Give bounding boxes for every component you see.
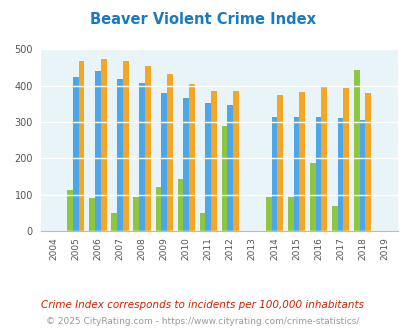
- Bar: [309, 163, 315, 231]
- Bar: [95, 71, 100, 231]
- Bar: [73, 77, 79, 231]
- Bar: [315, 117, 321, 231]
- Bar: [293, 117, 298, 231]
- Bar: [117, 79, 123, 231]
- Bar: [221, 126, 227, 231]
- Bar: [199, 213, 205, 231]
- Bar: [232, 90, 238, 231]
- Bar: [123, 61, 128, 231]
- Bar: [79, 61, 84, 231]
- Bar: [331, 206, 337, 231]
- Bar: [205, 103, 211, 231]
- Text: © 2025 CityRating.com - https://www.cityrating.com/crime-statistics/: © 2025 CityRating.com - https://www.city…: [46, 317, 359, 326]
- Bar: [67, 190, 73, 231]
- Bar: [166, 74, 172, 231]
- Bar: [177, 179, 183, 231]
- Bar: [227, 105, 232, 231]
- Bar: [337, 118, 343, 231]
- Bar: [343, 88, 348, 231]
- Bar: [89, 198, 95, 231]
- Bar: [189, 83, 194, 231]
- Bar: [265, 197, 271, 231]
- Bar: [211, 90, 216, 231]
- Bar: [183, 98, 189, 231]
- Bar: [139, 83, 145, 231]
- Bar: [111, 213, 117, 231]
- Bar: [277, 94, 282, 231]
- Bar: [359, 120, 364, 231]
- Bar: [100, 59, 106, 231]
- Bar: [161, 93, 166, 231]
- Bar: [364, 93, 370, 231]
- Bar: [321, 87, 326, 231]
- Text: Crime Index corresponds to incidents per 100,000 inhabitants: Crime Index corresponds to incidents per…: [41, 300, 364, 310]
- Bar: [145, 66, 150, 231]
- Bar: [298, 92, 304, 231]
- Bar: [287, 197, 293, 231]
- Text: Beaver Violent Crime Index: Beaver Violent Crime Index: [90, 12, 315, 26]
- Bar: [133, 197, 139, 231]
- Bar: [271, 116, 277, 231]
- Bar: [155, 187, 161, 231]
- Bar: [353, 70, 359, 231]
